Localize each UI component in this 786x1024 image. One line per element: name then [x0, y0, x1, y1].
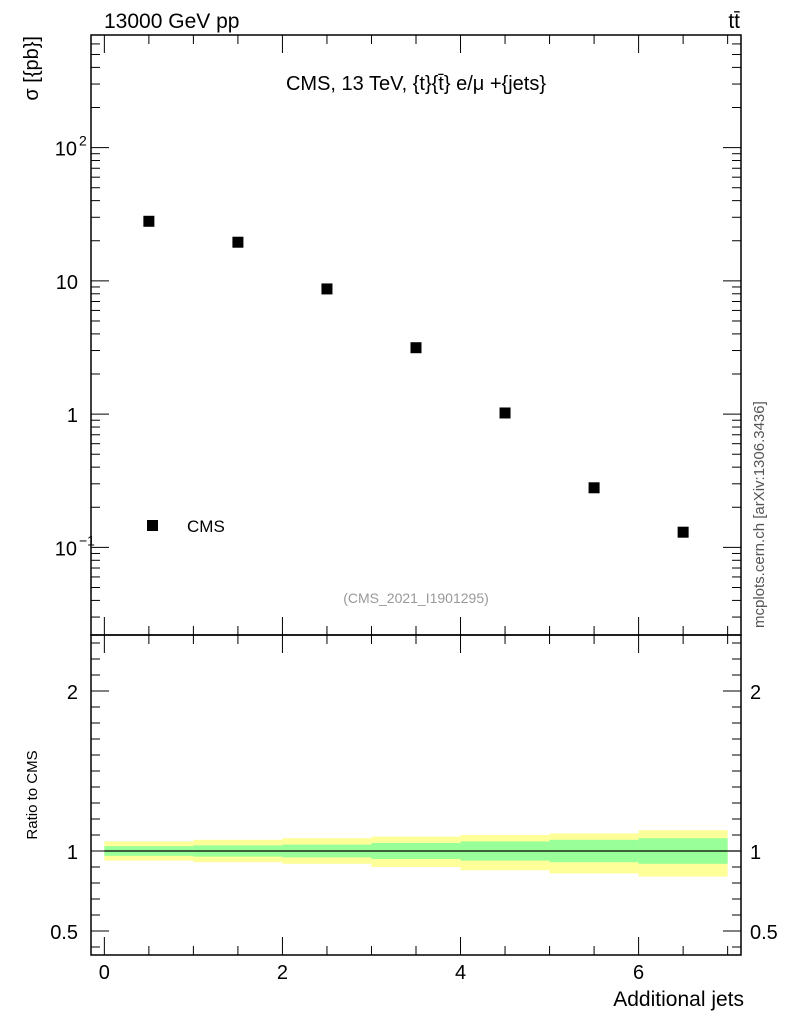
legend-marker-cms — [147, 520, 158, 531]
ratio-y-tick-label-right: 2 — [750, 682, 761, 704]
data-point-cms — [410, 342, 422, 354]
ratio-y-tick-label-left: 1 — [67, 842, 78, 864]
ratio-y-tick-label-left: 0.5 — [50, 922, 78, 944]
main-y-axis-label: σ [{pb}] — [21, 36, 43, 101]
ratio-frame — [90, 634, 742, 956]
x-tick-label: 0 — [99, 962, 110, 984]
side-label: mcplots.cern.ch [arXiv:1306.3436] — [751, 401, 768, 628]
process-label: tt̄ — [728, 10, 740, 33]
main-title: CMS, 13 TeV, {t}{t̄} e/μ +{jets} — [286, 73, 546, 95]
legend-label-cms: CMS — [187, 517, 225, 536]
data-point-cms — [499, 407, 511, 419]
watermark: (CMS_2021_I1901295) — [343, 590, 489, 606]
x-tick-label: 4 — [455, 962, 466, 984]
main-y-tick-label: 1 — [67, 405, 78, 427]
main-y-tick-exponent: 2 — [79, 133, 87, 149]
main-y-tick-label: 10 — [55, 538, 77, 560]
main-y-tick-label: 10 — [56, 272, 78, 294]
data-point-cms — [677, 526, 689, 538]
ratio-y-axis-label: Ratio to CMS — [24, 750, 41, 839]
data-point-cms — [588, 482, 600, 494]
x-axis-label: Additional jets — [613, 988, 744, 1011]
data-point-cms — [232, 236, 244, 248]
main-y-tick-label: 10 — [55, 139, 77, 161]
data-point-cms — [143, 215, 155, 227]
ratio-y-tick-label-right: 0.5 — [750, 922, 778, 944]
energy-label: 13000 GeV pp — [104, 10, 239, 33]
main-frame — [90, 34, 742, 636]
ratio-plot-panel: 0.5 0.5 1 1 2 2 0 2 4 6 — [50, 634, 778, 984]
main-y-tick-exponent: −1 — [79, 532, 95, 548]
x-tick-label: 6 — [633, 962, 644, 984]
x-tick-label: 2 — [277, 962, 288, 984]
data-point-cms — [321, 283, 333, 295]
ratio-y-tick-label-right: 1 — [750, 842, 761, 864]
ratio-y-tick-label-left: 2 — [67, 682, 78, 704]
